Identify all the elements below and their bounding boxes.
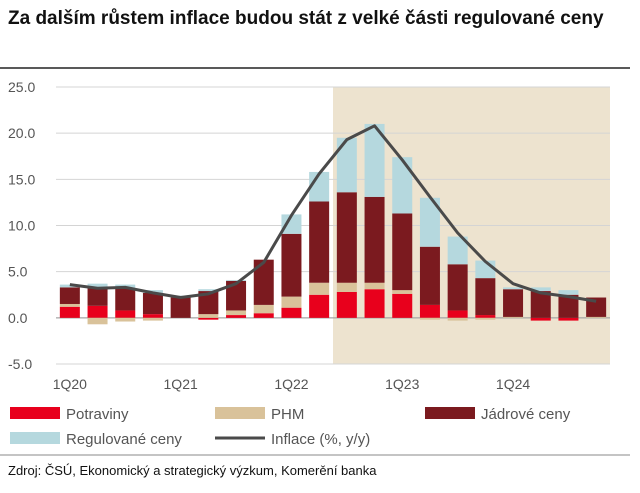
y-tick-label: -5.0 (8, 356, 32, 372)
bar-segment (59, 306, 80, 318)
bar-segment (309, 294, 330, 318)
bar-segment (87, 317, 108, 325)
legend-swatch (10, 407, 60, 419)
bar-segment (419, 246, 440, 305)
x-tick-label: 1Q23 (385, 376, 419, 392)
bar-segment (253, 304, 274, 314)
bar-segment (558, 317, 579, 321)
bar-segment (336, 291, 357, 318)
bar-segment (364, 123, 385, 197)
bar-segment (586, 297, 607, 317)
bar-segment (392, 293, 413, 318)
bar-segment (281, 307, 302, 318)
bar-segment (253, 259, 274, 305)
bar-segment (336, 192, 357, 283)
legend-label: PHM (271, 406, 304, 423)
legend-label: Potraviny (66, 406, 129, 423)
legend-swatch (10, 432, 60, 444)
y-tick-label: 15.0 (8, 171, 35, 187)
bar-segment (253, 313, 274, 318)
bar-segment (558, 294, 579, 318)
bar-segment (198, 289, 219, 292)
bar-segment (447, 264, 468, 311)
bar-segment (364, 196, 385, 283)
bar-segment (115, 317, 136, 322)
y-tick-label: 5.0 (8, 264, 28, 280)
y-tick-label: 0.0 (8, 310, 28, 326)
bar-segment (475, 317, 496, 320)
legend-label: Inflace (%, y/y) (271, 431, 370, 448)
bar-segment (115, 310, 136, 318)
bar-segment (530, 291, 551, 318)
bar-segment (87, 283, 108, 288)
bar-segment (392, 290, 413, 294)
bar-segment (87, 305, 108, 318)
inflation-line (69, 124, 597, 303)
bar-segment (226, 315, 247, 318)
legend-label: Jádrové ceny (481, 406, 571, 423)
bar-segment (419, 197, 440, 247)
bar-segment (364, 282, 385, 290)
y-tick-label: 10.0 (8, 218, 35, 234)
bar-segment (530, 287, 551, 292)
bar-segment (419, 317, 440, 320)
bar-segment (530, 317, 551, 321)
legend-swatch (425, 407, 475, 419)
bar-segment (447, 236, 468, 265)
legend-label: Regulované ceny (66, 431, 182, 448)
bar-segment (309, 282, 330, 295)
bar-segment (198, 291, 219, 315)
bar-segment (447, 310, 468, 318)
bar-segment (392, 157, 413, 214)
bar-segment (309, 201, 330, 283)
bar-segment (281, 214, 302, 234)
bar-segment (475, 315, 496, 318)
chart-title: Za dalším růstem inflace budou stát z ve… (8, 8, 604, 29)
bar-segment (198, 317, 219, 320)
x-tick-label: 1Q24 (496, 376, 530, 392)
bar-segment (115, 288, 136, 311)
bar-segment (364, 289, 385, 318)
bar-segment (281, 296, 302, 308)
bar-segment (336, 137, 357, 193)
bar-segment (87, 287, 108, 306)
bar-segment (336, 282, 357, 292)
bar-segment (503, 289, 524, 317)
source: Zdroj: ČSÚ, Ekonomický a strategický výz… (8, 463, 377, 478)
bar-segment (419, 304, 440, 318)
bar-segment (142, 317, 163, 321)
x-tick-label: 1Q21 (164, 376, 198, 392)
bar-segment (503, 316, 524, 318)
x-tick-label: 1Q20 (53, 376, 87, 392)
bar-segment (392, 213, 413, 291)
bar-segment (170, 297, 191, 318)
x-tick-label: 1Q22 (274, 376, 308, 392)
bar-segment (226, 279, 247, 281)
bar-segment (59, 303, 80, 307)
bar-segment (226, 280, 247, 311)
legend-swatch (215, 407, 265, 419)
bar-segment (281, 233, 302, 297)
bar-segment (586, 316, 607, 318)
bar-segment (447, 317, 468, 321)
bar-segment (59, 287, 80, 304)
bar-segment (142, 314, 163, 318)
bar-segment (503, 287, 524, 290)
bar-segment (142, 292, 163, 315)
bar-segment (558, 290, 579, 295)
bar-segment (226, 310, 247, 316)
y-tick-label: 25.0 (8, 79, 35, 95)
y-tick-label: 20.0 (8, 125, 35, 141)
bar-segment (475, 278, 496, 316)
bar-segment (198, 314, 219, 318)
